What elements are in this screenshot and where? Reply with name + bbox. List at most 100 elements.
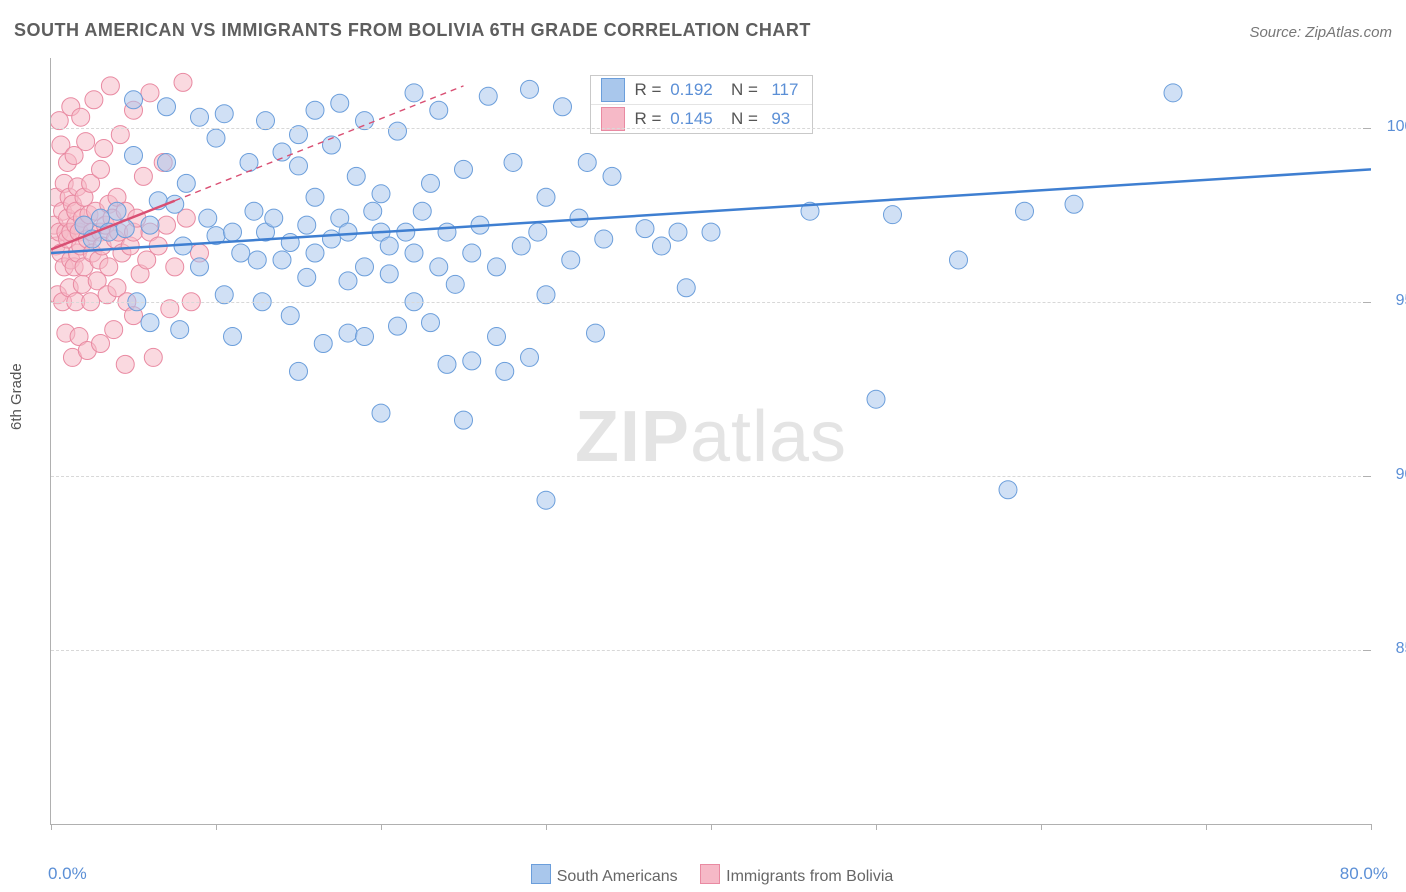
data-point: [405, 84, 423, 102]
data-point: [479, 87, 497, 105]
data-point: [134, 167, 152, 185]
data-point: [380, 265, 398, 283]
data-point: [356, 258, 374, 276]
data-point: [101, 77, 119, 95]
legend-swatch-a: [531, 864, 551, 884]
data-point: [92, 160, 110, 178]
r-value: 0.192: [670, 80, 713, 100]
data-point: [562, 251, 580, 269]
data-point: [595, 230, 613, 248]
data-point: [125, 146, 143, 164]
data-point: [199, 209, 217, 227]
y-tick-label: 95.0%: [1381, 292, 1406, 310]
series-legend: South Americans Immigrants from Bolivia: [0, 864, 1406, 886]
data-point: [529, 223, 547, 241]
n-label: N =: [731, 80, 758, 100]
data-point: [884, 206, 902, 224]
data-point: [430, 101, 448, 119]
data-point: [603, 167, 621, 185]
data-point: [92, 335, 110, 353]
r-value: 0.145: [670, 109, 713, 129]
data-point: [587, 324, 605, 342]
chart-container: SOUTH AMERICAN VS IMMIGRANTS FROM BOLIVI…: [0, 0, 1406, 892]
data-point: [389, 317, 407, 335]
data-point: [158, 98, 176, 116]
data-point: [298, 216, 316, 234]
data-point: [306, 101, 324, 119]
data-point: [867, 390, 885, 408]
y-tick-label: 100.0%: [1381, 118, 1406, 136]
legend-label-a: South Americans: [557, 868, 678, 885]
data-point: [85, 91, 103, 109]
data-point: [72, 108, 90, 126]
data-point: [372, 404, 390, 422]
data-point: [141, 84, 159, 102]
data-point: [455, 160, 473, 178]
data-point: [488, 258, 506, 276]
data-point: [290, 157, 308, 175]
data-point: [306, 244, 324, 262]
data-point: [578, 153, 596, 171]
data-point: [141, 216, 159, 234]
data-point: [702, 223, 720, 241]
data-point: [446, 275, 464, 293]
legend-swatch: [601, 78, 625, 102]
data-point: [669, 223, 687, 241]
data-point: [224, 223, 242, 241]
data-point: [174, 73, 192, 91]
scatter-svg: [51, 58, 1371, 824]
legend-label-b: Immigrants from Bolivia: [726, 868, 893, 885]
data-point: [372, 185, 390, 203]
n-value: 93: [767, 109, 791, 129]
data-point: [116, 355, 134, 373]
data-point: [191, 258, 209, 276]
data-point: [950, 251, 968, 269]
data-point: [455, 411, 473, 429]
data-point: [463, 244, 481, 262]
data-point: [488, 328, 506, 346]
data-point: [554, 98, 572, 116]
data-point: [413, 202, 431, 220]
data-point: [77, 133, 95, 151]
data-point: [314, 335, 332, 353]
data-point: [636, 220, 654, 238]
data-point: [405, 244, 423, 262]
data-point: [158, 216, 176, 234]
data-point: [496, 362, 514, 380]
data-point: [1016, 202, 1034, 220]
data-point: [240, 153, 258, 171]
data-point: [463, 352, 481, 370]
data-point: [245, 202, 263, 220]
data-point: [265, 209, 283, 227]
data-point: [158, 153, 176, 171]
correlation-legend: R = 0.192 N = 117R = 0.145 N = 93: [590, 75, 814, 134]
data-point: [339, 324, 357, 342]
y-tick-label: 90.0%: [1381, 466, 1406, 484]
data-point: [653, 237, 671, 255]
data-point: [281, 307, 299, 325]
source-label: Source: ZipAtlas.com: [1249, 24, 1392, 41]
data-point: [1065, 195, 1083, 213]
data-point: [512, 237, 530, 255]
data-point: [380, 237, 398, 255]
data-point: [422, 314, 440, 332]
data-point: [248, 251, 266, 269]
data-point: [422, 174, 440, 192]
data-point: [438, 223, 456, 241]
chart-title: SOUTH AMERICAN VS IMMIGRANTS FROM BOLIVI…: [14, 20, 811, 41]
r-label: R =: [635, 109, 662, 129]
data-point: [677, 279, 695, 297]
data-point: [95, 140, 113, 158]
data-point: [521, 348, 539, 366]
data-point: [232, 244, 250, 262]
r-label: R =: [635, 80, 662, 100]
data-point: [999, 481, 1017, 499]
data-point: [224, 328, 242, 346]
data-point: [108, 202, 126, 220]
n-value: 117: [767, 80, 799, 100]
data-point: [105, 321, 123, 339]
data-point: [207, 129, 225, 147]
data-point: [306, 188, 324, 206]
data-point: [298, 268, 316, 286]
data-point: [331, 94, 349, 112]
